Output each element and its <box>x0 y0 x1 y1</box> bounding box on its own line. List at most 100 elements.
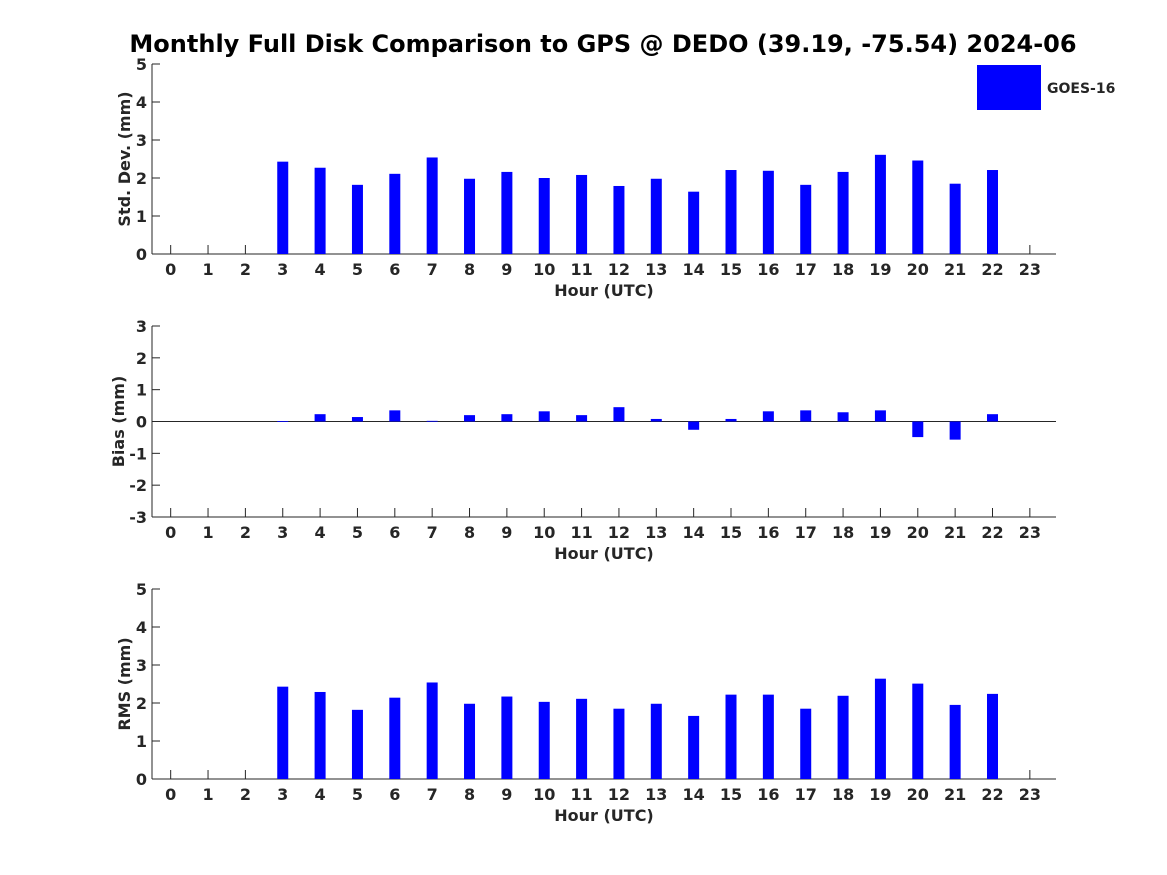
x-tick-label: 11 <box>570 260 592 279</box>
bar-hour-12 <box>613 407 625 422</box>
x-tick-label: 9 <box>501 523 512 542</box>
x-tick-label: 1 <box>202 260 213 279</box>
y-tick-label: 0 <box>136 770 147 789</box>
y-axis-label: Bias (mm) <box>109 376 128 468</box>
x-tick-label: 16 <box>757 260 779 279</box>
x-tick-label: 17 <box>795 260 817 279</box>
bar-hour-14 <box>688 191 700 254</box>
y-tick-label: 5 <box>136 55 147 74</box>
bar-hour-8 <box>464 178 476 254</box>
y-tick-label: -3 <box>129 508 147 527</box>
bar-hour-10 <box>538 411 550 422</box>
y-tick-label: 2 <box>136 349 147 368</box>
x-tick-label: 18 <box>832 785 854 804</box>
bar-hour-8 <box>464 415 476 422</box>
y-tick-label: 1 <box>136 381 147 400</box>
bar-hour-14 <box>688 421 700 430</box>
y-axis-label: RMS (mm) <box>115 637 134 730</box>
x-tick-label: 9 <box>501 260 512 279</box>
bar-hour-14 <box>688 715 700 779</box>
x-tick-label: 3 <box>277 785 288 804</box>
x-tick-label: 4 <box>315 260 326 279</box>
bar-hour-16 <box>762 170 774 254</box>
bar-hour-6 <box>389 410 401 422</box>
x-tick-label: 2 <box>240 260 251 279</box>
x-tick-label: 7 <box>427 523 438 542</box>
y-tick-label: 5 <box>136 580 147 599</box>
x-tick-label: 13 <box>645 260 667 279</box>
x-tick-label: 15 <box>720 523 742 542</box>
bar-hour-9 <box>501 696 513 779</box>
y-tick-label: 4 <box>136 618 147 637</box>
bar-hour-17 <box>800 708 812 779</box>
x-tick-label: 8 <box>464 785 475 804</box>
y-tick-label: 2 <box>136 694 147 713</box>
bar-hour-21 <box>949 704 961 779</box>
x-tick-label: 10 <box>533 260 555 279</box>
bar-hour-22 <box>986 693 998 779</box>
legend-swatch <box>977 65 1041 110</box>
x-tick-label: 2 <box>240 785 251 804</box>
bar-hour-4 <box>314 691 326 779</box>
bar-hour-9 <box>501 414 513 422</box>
x-tick-label: 4 <box>315 785 326 804</box>
legend: GOES-16 <box>977 65 1115 110</box>
bar-hour-3 <box>277 421 289 422</box>
bar-hour-22 <box>986 170 998 254</box>
bar-hour-5 <box>351 709 363 779</box>
x-tick-label: 22 <box>981 523 1003 542</box>
x-tick-label: 7 <box>427 260 438 279</box>
bar-hour-3 <box>277 161 289 254</box>
x-tick-label: 1 <box>202 785 213 804</box>
x-tick-label: 22 <box>981 785 1003 804</box>
bar-hour-19 <box>874 154 886 254</box>
x-axis-label: Hour (UTC) <box>554 806 654 825</box>
x-tick-label: 21 <box>944 785 966 804</box>
bar-hour-9 <box>501 171 513 254</box>
x-tick-label: 23 <box>1019 260 1041 279</box>
x-tick-label: 11 <box>570 523 592 542</box>
bar-hour-21 <box>949 183 961 254</box>
bar-hour-10 <box>538 178 550 254</box>
bar-hour-4 <box>314 167 326 254</box>
x-tick-label: 14 <box>683 785 705 804</box>
y-tick-label: 0 <box>136 413 147 432</box>
x-tick-label: 12 <box>608 260 630 279</box>
x-tick-label: 19 <box>869 523 891 542</box>
y-tick-label: 3 <box>136 656 147 675</box>
x-tick-label: 19 <box>869 260 891 279</box>
x-tick-label: 6 <box>389 260 400 279</box>
bar-hour-11 <box>576 698 588 779</box>
bar-hour-7 <box>426 420 438 422</box>
bar-hour-22 <box>986 414 998 422</box>
bar-hour-21 <box>949 421 961 440</box>
bar-hour-19 <box>874 410 886 422</box>
bar-hour-16 <box>762 694 774 779</box>
bar-hour-5 <box>351 417 363 422</box>
x-tick-label: 5 <box>352 785 363 804</box>
y-tick-label: 4 <box>136 93 147 112</box>
x-axis-label: Hour (UTC) <box>554 544 654 563</box>
x-tick-label: 6 <box>389 523 400 542</box>
bar-hour-15 <box>725 418 737 422</box>
bar-hour-13 <box>650 178 662 254</box>
x-tick-label: 10 <box>533 785 555 804</box>
bar-hour-18 <box>837 412 849 422</box>
x-tick-label: 19 <box>869 785 891 804</box>
x-tick-label: 7 <box>427 785 438 804</box>
bar-hour-7 <box>426 157 438 254</box>
y-tick-label: 3 <box>136 131 147 150</box>
legend-label: GOES-16 <box>1047 81 1115 97</box>
x-tick-label: 21 <box>944 523 966 542</box>
bar-hour-17 <box>800 184 812 254</box>
x-tick-label: 2 <box>240 523 251 542</box>
x-tick-label: 14 <box>683 523 705 542</box>
x-axis-label: Hour (UTC) <box>554 281 654 300</box>
bar-hour-16 <box>762 411 774 422</box>
x-tick-label: 21 <box>944 260 966 279</box>
x-tick-label: 17 <box>795 523 817 542</box>
